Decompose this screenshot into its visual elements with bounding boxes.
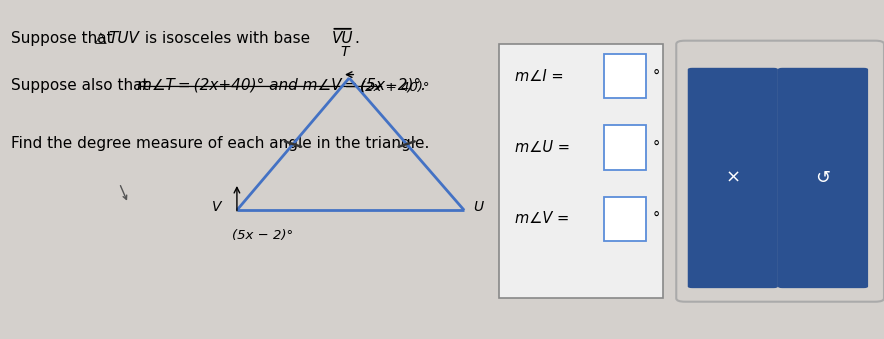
FancyBboxPatch shape [604, 54, 646, 98]
Text: m∠V =: m∠V = [515, 211, 569, 226]
Text: .: . [354, 31, 360, 45]
Text: TUV: TUV [108, 31, 139, 45]
Text: (2x + 40)°: (2x + 40)° [360, 81, 430, 94]
Text: T: T [340, 45, 349, 59]
FancyBboxPatch shape [604, 197, 646, 241]
Text: m∠I =: m∠I = [515, 69, 564, 84]
Text: is isosceles with base: is isosceles with base [140, 31, 315, 45]
Text: (5x − 2)°: (5x − 2)° [232, 229, 293, 242]
Text: Suppose that: Suppose that [11, 31, 117, 45]
Text: °: ° [652, 69, 659, 84]
Text: Find the degree measure of each angle in the triangle.: Find the degree measure of each angle in… [11, 136, 429, 151]
Text: ↺: ↺ [815, 169, 831, 187]
Text: m∠T = (2x+40)° and m∠V = (5x−2)°.: m∠T = (2x+40)° and m∠V = (5x−2)°. [137, 78, 426, 93]
Text: U: U [473, 200, 483, 214]
Text: V: V [211, 200, 221, 214]
Text: °: ° [652, 211, 659, 226]
Text: VU: VU [332, 31, 353, 45]
FancyBboxPatch shape [676, 41, 884, 302]
Text: m∠U =: m∠U = [515, 140, 570, 155]
Text: Suppose also that: Suppose also that [11, 78, 153, 93]
Text: ×: × [725, 169, 741, 187]
FancyBboxPatch shape [778, 68, 868, 288]
Text: △: △ [95, 31, 106, 45]
FancyBboxPatch shape [688, 68, 778, 288]
FancyBboxPatch shape [604, 125, 646, 170]
FancyBboxPatch shape [499, 44, 663, 298]
Text: °: ° [652, 140, 659, 155]
